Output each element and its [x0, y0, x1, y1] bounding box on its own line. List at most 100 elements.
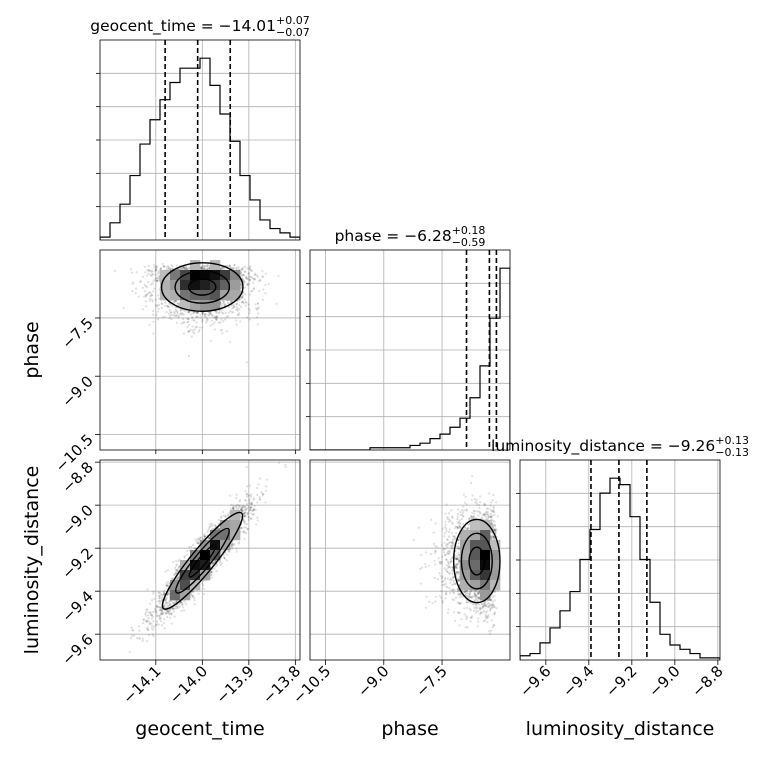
sample-point	[158, 594, 161, 598]
sample-point	[214, 565, 217, 568]
sample-point	[211, 314, 214, 317]
sample-point	[158, 602, 161, 605]
density-cell	[160, 290, 171, 301]
sample-point	[145, 614, 148, 617]
sample-point	[197, 592, 200, 595]
sample-point	[240, 526, 243, 530]
sample-point	[245, 504, 248, 507]
sample-point	[190, 545, 193, 549]
sample-point	[240, 268, 244, 271]
sample-point	[143, 265, 146, 268]
density-cell	[160, 270, 171, 281]
sample-point	[152, 625, 156, 628]
contour-level-1	[174, 270, 231, 304]
sample-point	[192, 595, 195, 598]
sample-point	[256, 308, 259, 311]
sample-point	[220, 304, 223, 307]
sample-point	[155, 268, 158, 271]
sample-point	[146, 269, 149, 272]
sample-point	[150, 294, 153, 297]
sample-point	[156, 272, 159, 275]
sample-point	[156, 304, 159, 307]
sample-point	[159, 267, 162, 271]
sample-point	[235, 323, 238, 326]
sample-point	[132, 629, 135, 632]
title-minus-geocent_time: −0.07	[276, 26, 310, 39]
sample-point	[248, 266, 251, 269]
sample-point	[228, 305, 231, 309]
density-cell	[190, 280, 201, 291]
sample-point	[164, 570, 167, 573]
sample-point	[159, 592, 162, 595]
sample-point	[166, 615, 169, 619]
sample-point	[165, 601, 168, 605]
sample-point	[171, 607, 174, 610]
sample-point	[154, 304, 157, 307]
sample-point	[193, 599, 196, 602]
sample-point	[175, 321, 178, 324]
sample-point	[170, 264, 173, 267]
sample-point	[218, 311, 221, 314]
sample-point	[154, 608, 157, 611]
sample-point	[131, 289, 134, 293]
scatter-content-geocent_time-luminosity_distance	[100, 460, 300, 660]
sample-point	[245, 499, 248, 502]
sample-point	[150, 274, 153, 278]
sample-point	[168, 612, 171, 615]
sample-point	[217, 321, 220, 324]
sample-point	[215, 315, 218, 318]
sample-point	[207, 537, 210, 540]
sample-point	[243, 505, 247, 508]
sample-point	[160, 302, 163, 305]
sample-point	[248, 499, 251, 502]
sample-point	[166, 601, 169, 605]
sample-point	[168, 608, 171, 611]
sample-point	[235, 319, 238, 322]
sample-point	[206, 264, 209, 267]
sample-point	[236, 309, 239, 312]
sample-point	[261, 298, 265, 301]
sample-point	[239, 499, 242, 502]
sample-point	[205, 321, 208, 324]
sample-point	[256, 493, 259, 497]
sample-point	[202, 534, 205, 537]
sample-point	[175, 607, 178, 610]
sample-point	[212, 561, 215, 564]
sample-point	[163, 604, 166, 607]
sample-point	[147, 634, 151, 637]
sample-point	[220, 329, 223, 332]
sample-point	[192, 331, 195, 334]
sample-point	[278, 461, 281, 464]
sample-point	[181, 268, 184, 271]
sample-point	[169, 603, 172, 606]
sample-point	[240, 526, 243, 529]
sample-point	[175, 600, 178, 603]
sample-point	[153, 266, 156, 269]
sample-point	[249, 506, 253, 509]
sample-point	[252, 513, 255, 516]
sample-point	[147, 614, 150, 617]
sample-point	[155, 610, 158, 613]
sample-point	[157, 277, 160, 280]
sample-point	[147, 292, 150, 295]
sample-point	[197, 538, 201, 542]
sample-point	[185, 603, 188, 606]
sample-point	[187, 311, 190, 314]
sample-point	[247, 515, 250, 519]
sample-point	[209, 311, 212, 315]
sample-point	[161, 612, 165, 615]
sample-point	[208, 312, 212, 316]
sample-point	[246, 282, 249, 285]
sample-point	[175, 577, 179, 581]
sample-point	[160, 613, 163, 616]
sample-point	[154, 277, 157, 280]
sample-point	[181, 603, 184, 607]
sample-point	[237, 507, 240, 511]
sample-point	[184, 266, 187, 269]
sample-point	[221, 332, 224, 335]
sample-point	[150, 613, 154, 616]
sample-point	[227, 513, 230, 516]
hist-panel-luminosity_distance: luminosity_distance = −9.26+0.13−0.13−9.…	[491, 434, 749, 701]
sample-point	[149, 613, 152, 616]
